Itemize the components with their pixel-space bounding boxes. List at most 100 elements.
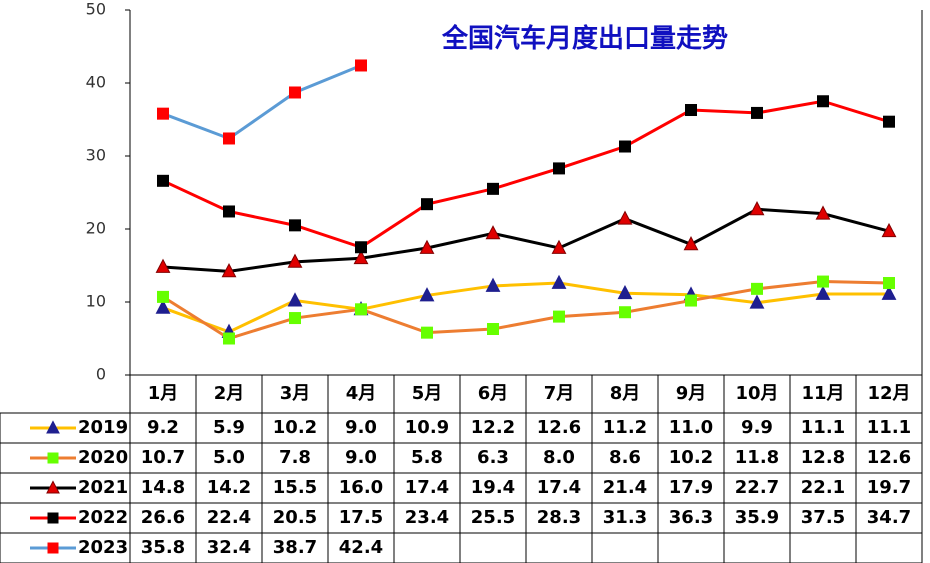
table-cell: 36.3: [669, 507, 713, 528]
table-cell: 26.6: [141, 507, 185, 528]
table-cell: 22.1: [801, 477, 845, 498]
marker: [289, 312, 301, 325]
series-line: [162, 99, 890, 249]
marker: [287, 253, 303, 268]
table-cell: 35.8: [141, 537, 185, 558]
marker: [485, 277, 501, 292]
y-tick-label: 20: [86, 219, 106, 238]
legend-label: 2023: [78, 537, 128, 558]
legend-label: 2021: [78, 477, 128, 498]
table-cell: 25.5: [471, 507, 515, 528]
table-cell: 9.9: [741, 417, 773, 438]
marker: [883, 277, 895, 290]
marker: [619, 140, 631, 153]
marker: [881, 285, 897, 300]
marker: [355, 59, 367, 72]
marker: [817, 275, 829, 288]
marker: [751, 282, 763, 295]
legend-label: 2022: [78, 507, 128, 528]
table-cell: 11.1: [801, 417, 845, 438]
table-cell: 9.0: [345, 417, 377, 438]
table-cell: 22.7: [735, 477, 779, 498]
marker: [485, 225, 501, 240]
x-tick-label: 9月: [676, 383, 707, 404]
table-cell: 20.5: [273, 507, 317, 528]
table-cell: 22.4: [207, 507, 251, 528]
table-cell: 10.2: [669, 447, 713, 468]
marker: [355, 303, 367, 316]
marker: [157, 107, 169, 120]
x-tick-label: 11月: [801, 383, 844, 404]
marker: [815, 285, 831, 300]
x-tick-label: 7月: [544, 383, 575, 404]
marker: [685, 294, 697, 307]
table-cell: 14.8: [141, 477, 185, 498]
table-cell: 19.7: [867, 477, 911, 498]
table-cell: 8.6: [609, 447, 641, 468]
table-cell: 19.4: [471, 477, 515, 498]
table-cell: 11.0: [669, 417, 713, 438]
marker: [353, 249, 369, 265]
table-cell: 42.4: [339, 537, 383, 558]
table-cell: 12.6: [537, 417, 581, 438]
table-cell: 12.8: [801, 447, 845, 468]
table-cell: 17.4: [405, 477, 449, 498]
marker: [47, 452, 59, 464]
marker: [551, 239, 567, 254]
marker: [817, 95, 829, 108]
marker: [883, 115, 895, 128]
marker: [287, 292, 303, 307]
table-cell: 15.5: [273, 477, 317, 498]
marker: [289, 219, 301, 232]
x-tick-label: 10月: [735, 383, 778, 404]
table-cell: 17.5: [339, 507, 383, 528]
x-tick-label: 1月: [148, 383, 179, 404]
marker: [815, 205, 831, 220]
marker: [749, 201, 765, 216]
marker: [46, 420, 60, 434]
table-cell: 5.8: [411, 447, 443, 468]
table-cell: 5.0: [213, 447, 245, 468]
table-cell: 21.4: [603, 477, 647, 498]
marker: [751, 106, 763, 119]
marker: [355, 241, 367, 254]
y-tick-label: 10: [86, 292, 106, 311]
marker: [157, 290, 169, 303]
marker: [421, 326, 433, 339]
marker: [685, 104, 697, 117]
marker: [223, 205, 235, 218]
table-cell: 28.3: [537, 507, 581, 528]
table-cell: 16.0: [339, 477, 383, 498]
table-cell: 14.2: [207, 477, 251, 498]
marker: [619, 306, 631, 319]
table-cell: 34.7: [867, 507, 911, 528]
table-cell: 11.8: [735, 447, 779, 468]
table-cell: 6.3: [477, 447, 509, 468]
series-line: [162, 281, 889, 334]
table-cell: 10.7: [141, 447, 185, 468]
marker: [617, 210, 633, 225]
marker: [155, 299, 171, 314]
marker: [419, 239, 435, 254]
table-cell: 9.0: [345, 447, 377, 468]
table-cell: 17.4: [537, 477, 581, 498]
marker: [881, 222, 897, 238]
table-cell: 35.9: [735, 507, 779, 528]
series-line: [162, 207, 890, 273]
table-cell: 11.1: [867, 417, 911, 438]
marker: [617, 284, 633, 300]
legend-label: 2020: [78, 447, 128, 468]
x-tick-label: 2月: [214, 383, 245, 404]
marker: [47, 512, 59, 524]
y-tick-label: 0: [96, 365, 106, 384]
marker: [487, 323, 499, 336]
marker: [683, 236, 699, 251]
legend-label: 2019: [78, 417, 128, 438]
table-cell: 12.6: [867, 447, 911, 468]
marker: [47, 542, 59, 554]
marker: [223, 132, 235, 145]
series-line: [162, 280, 890, 341]
series-line: [162, 64, 362, 141]
